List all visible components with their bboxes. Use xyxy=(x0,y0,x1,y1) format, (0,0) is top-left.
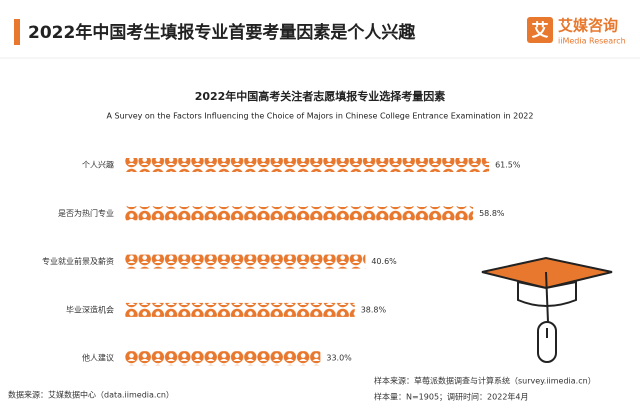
title-accent xyxy=(14,19,20,45)
graduation-cap xyxy=(481,256,613,363)
source: 数据来源：艾媒数据中心（data.iimedia.cn） xyxy=(8,390,174,400)
chart-subtitle: A Survey on the Factors Influencing the … xyxy=(107,112,534,121)
bar xyxy=(125,206,474,221)
bar xyxy=(125,351,321,366)
logo-icon-bg xyxy=(527,17,553,43)
page-title: 2022年中国考生填报专业首要考量因素是个人兴趣 xyxy=(28,22,416,43)
category-label: 他人建议 xyxy=(82,353,114,363)
bar xyxy=(125,158,490,172)
sample-source: 样本来源：草莓派数据调查与计算系统（survey.iimedia.cn） xyxy=(374,376,596,386)
category-label: 专业就业前景及薪资 xyxy=(42,256,114,266)
value-label: 58.8% xyxy=(479,209,505,218)
logo-sub: iiMedia Research xyxy=(558,37,626,46)
value-label: 38.8% xyxy=(361,305,387,314)
sample-size: 样本量：N=1905；调研时间：2022年4月 xyxy=(374,392,529,402)
bar xyxy=(125,302,355,317)
logo: 艾媒咨询 xyxy=(558,17,618,35)
bar xyxy=(125,254,366,269)
value-label: 61.5% xyxy=(495,161,521,170)
category-label: 是否为热门专业 xyxy=(58,208,114,218)
chart-title: 2022年中国高考关注者志愿填报专业选择考量因素 xyxy=(195,89,446,103)
value-label: 40.6% xyxy=(371,257,397,266)
category-label: 个人兴趣 xyxy=(82,160,114,170)
category-label: 毕业深造机会 xyxy=(66,304,114,314)
logo-icon: 艾 xyxy=(532,20,549,41)
value-label: 33.0% xyxy=(326,354,352,363)
